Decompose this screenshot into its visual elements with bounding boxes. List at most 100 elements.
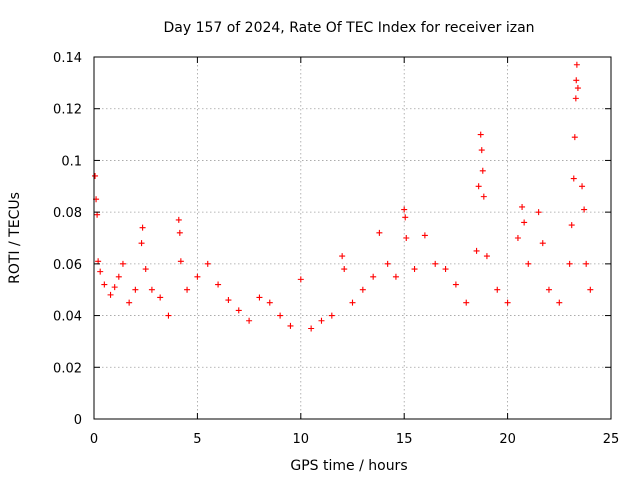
- data-point: [235, 307, 242, 314]
- data-point: [256, 294, 263, 301]
- data-point: [194, 273, 201, 280]
- data-point: [341, 266, 348, 273]
- data-point: [483, 253, 490, 260]
- data-point: [204, 260, 211, 267]
- y-tick-label: 0.12: [53, 103, 82, 118]
- x-tick-label: 15: [396, 432, 413, 447]
- data-point: [402, 214, 409, 221]
- data-point: [545, 286, 552, 293]
- data-point: [184, 286, 191, 293]
- data-point: [421, 232, 428, 239]
- data-point: [525, 260, 532, 267]
- data-point: [318, 317, 325, 324]
- data-point: [328, 312, 335, 319]
- data-point: [176, 229, 183, 236]
- data-point: [479, 167, 486, 174]
- data-point: [246, 317, 253, 324]
- data-point: [111, 284, 118, 291]
- data-point: [297, 276, 304, 283]
- data-point: [475, 183, 482, 190]
- data-point: [478, 147, 485, 154]
- data-point: [225, 297, 232, 304]
- data-point: [97, 268, 104, 275]
- data-point: [132, 286, 139, 293]
- data-point: [266, 299, 273, 306]
- data-point: [583, 260, 590, 267]
- data-point: [138, 240, 145, 247]
- data-point: [94, 211, 101, 218]
- x-tick-label: 0: [90, 432, 98, 447]
- y-axis-label: ROTI / TECUs: [7, 192, 23, 284]
- x-axis-label: GPS time / hours: [290, 458, 407, 474]
- data-point: [504, 299, 511, 306]
- data-point: [370, 273, 377, 280]
- x-axis: 0 5 10 15 20 25: [90, 57, 619, 447]
- data-point: [126, 299, 133, 306]
- data-point: [587, 286, 594, 293]
- data-point: [115, 273, 122, 280]
- data-point: [521, 219, 528, 226]
- data-point: [572, 95, 579, 102]
- data-point: [568, 222, 575, 229]
- data-point: [432, 260, 439, 267]
- data-point: [349, 299, 356, 306]
- y-tick-label: 0.08: [53, 206, 82, 221]
- data-point: [107, 291, 114, 298]
- data-point: [573, 61, 580, 68]
- data-points: [92, 61, 594, 332]
- data-point: [514, 235, 521, 241]
- data-point: [566, 260, 573, 267]
- x-tick-label: 25: [603, 432, 620, 447]
- data-point: [411, 266, 418, 273]
- y-tick-label: 0: [74, 413, 82, 428]
- data-point: [442, 266, 449, 273]
- data-point: [308, 325, 315, 332]
- data-point: [570, 175, 577, 182]
- data-point: [119, 260, 126, 267]
- y-tick-label: 0.1: [61, 154, 82, 169]
- data-point: [165, 312, 172, 319]
- data-point: [139, 224, 146, 231]
- y-tick-label: 0.04: [53, 310, 82, 325]
- data-point: [215, 281, 222, 288]
- x-tick-label: 5: [193, 432, 201, 447]
- data-point: [494, 286, 501, 293]
- data-point: [401, 206, 408, 213]
- y-tick-label: 0.02: [53, 361, 82, 376]
- x-tick-label: 10: [293, 432, 310, 447]
- data-point: [392, 273, 399, 280]
- data-point: [92, 172, 99, 179]
- data-point: [573, 77, 580, 84]
- data-point: [175, 216, 182, 223]
- data-point: [480, 193, 487, 200]
- x-tick-label: 20: [499, 432, 516, 447]
- y-tick-label: 0.14: [53, 51, 82, 66]
- data-point: [277, 312, 284, 319]
- data-point: [473, 247, 480, 254]
- data-point: [581, 206, 588, 213]
- data-point: [539, 240, 546, 247]
- plot-frame: [93, 56, 612, 420]
- data-point: [571, 134, 578, 141]
- data-point: [403, 235, 410, 241]
- grid: [94, 57, 611, 419]
- data-point: [339, 253, 346, 260]
- data-point: [177, 258, 184, 265]
- data-point: [452, 281, 459, 288]
- data-point: [579, 183, 586, 190]
- data-point: [519, 203, 526, 210]
- data-point: [101, 281, 108, 288]
- y-axis: 0 0.02 0.04 0.06 0.08 0.1 0.12 0.14: [53, 51, 611, 428]
- data-point: [463, 299, 470, 306]
- y-tick-label: 0.06: [53, 258, 82, 273]
- data-point: [95, 258, 102, 265]
- data-point: [142, 266, 149, 273]
- data-point: [376, 229, 383, 236]
- data-point: [556, 299, 563, 306]
- data-point: [157, 294, 164, 301]
- data-point: [384, 260, 391, 267]
- data-point: [535, 209, 542, 216]
- data-point: [287, 322, 294, 329]
- data-point: [148, 286, 155, 293]
